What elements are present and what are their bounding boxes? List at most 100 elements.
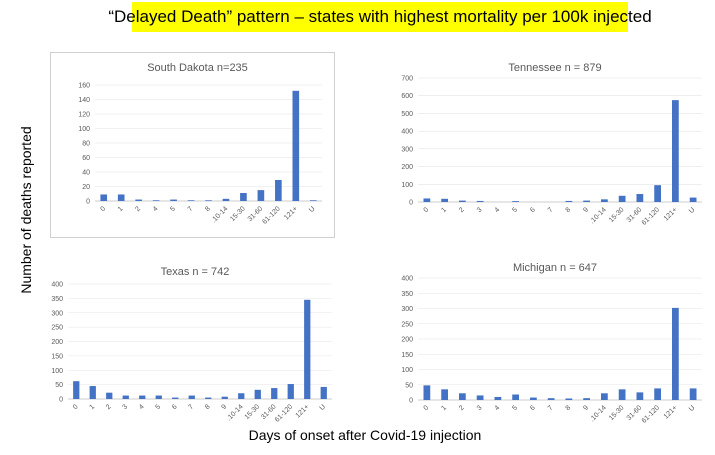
y-tick-label: 80 [82,141,90,148]
bar [459,200,466,202]
x-tick-label: 61-120 [261,205,281,225]
x-tick-label: 7 [187,205,195,213]
x-tick-label: .10-14 [210,205,229,224]
bar [155,395,162,399]
y-tick-label: 40 [82,170,90,177]
bar [601,393,608,400]
x-tick-label: 3 [121,403,129,411]
y-tick-label: 160 [78,83,90,90]
y-tick-label: 20 [82,184,90,191]
x-tick-label: 8 [565,404,573,412]
bar [689,388,697,400]
bar [275,179,282,201]
bar [238,393,245,399]
x-tick-label: 8 [204,205,212,213]
x-tick-label: 1 [117,205,125,213]
bar [205,200,212,201]
x-tick-label: 15-30 [229,205,247,223]
bar [476,395,484,400]
x-tick-label: 61-120 [274,403,294,423]
x-tick-label: U [319,403,328,412]
bar [257,190,265,201]
x-axis-label: Days of onset after Covid-19 injection [248,427,482,443]
y-tick-label: 120 [78,112,90,119]
south-dakota-chart-frame [50,52,335,238]
y-tick-label: 400 [401,276,413,283]
bar [106,392,113,399]
y-tick-label: 100 [401,182,413,189]
x-tick-label: 7 [547,404,555,412]
y-tick-label: 400 [401,129,413,136]
y-tick-label: 50 [405,382,413,389]
chart-title: Texas n = 742 [161,266,230,278]
x-tick-label: 0 [72,403,80,411]
bar [512,394,519,400]
bar [122,395,129,399]
bar [441,389,448,400]
x-tick-label: 0 [423,206,431,214]
bar [565,200,573,202]
x-tick-label: 121+ [663,206,679,222]
y-tick-label: 400 [51,282,63,289]
y-tick-label: 600 [401,93,413,100]
bar [583,200,590,202]
x-tick-label: 1 [88,403,96,411]
y-tick-label: 50 [55,382,63,389]
bar [459,393,466,400]
y-tick-label: 300 [401,146,413,153]
y-tick-label: 300 [51,310,63,317]
bar [547,398,555,400]
x-tick-label: 6 [529,404,537,412]
x-tick-label: 121+ [283,205,299,221]
bar [672,100,679,202]
y-tick-label: 250 [51,325,63,332]
bar [152,200,160,201]
bar [636,392,644,400]
bar [618,389,626,400]
bar [530,397,537,400]
chart-tennessee: Tennessee n = 879 0 100 200 300 400 500 600 700 0… [401,62,702,227]
bar [187,200,195,201]
x-tick-label: 2 [458,206,466,214]
chart-title: South Dakota n=235 [147,62,248,74]
x-tick-label: 2 [458,404,466,412]
x-tick-label: 1 [440,404,448,412]
bar [117,194,125,201]
x-tick-label: 121+ [295,403,311,419]
bar [689,197,697,202]
x-tick-label: 5 [154,403,162,411]
chart-title: Tennessee n = 879 [508,62,601,74]
y-axis-label: Number of deaths reported [18,126,34,294]
bar [423,385,431,400]
x-tick-label: 0 [99,205,107,213]
x-tick-label: 1 [440,206,448,214]
x-tick-label: 15-30 [244,403,262,421]
x-tick-label: 3 [476,206,484,214]
chart-south-dakota: South Dakota n=235 0 20 40 60 80 100 120 140 160 0… [78,62,322,226]
y-tick-label: 100 [401,367,413,374]
y-tick-label: 350 [51,296,63,303]
y-tick-label: 60 [82,155,90,162]
x-tick-label: .10-14 [226,403,245,422]
bar [89,386,96,399]
y-tick-label: 250 [401,321,413,328]
x-tick-label: 7 [547,206,555,214]
y-tick-label: 200 [401,164,413,171]
bar [654,185,661,202]
bar [135,199,142,201]
x-tick-label: 2 [134,205,142,213]
x-tick-label: 4 [494,404,502,412]
y-tick-label: 0 [86,199,90,206]
x-tick-label: 4 [494,206,502,214]
x-tick-label: 2 [105,403,113,411]
bar [309,200,317,201]
bar [672,307,679,400]
bar [494,396,502,400]
bar [512,201,519,202]
y-tick-label: 100 [51,368,63,375]
x-tick-label: 121+ [663,404,679,420]
bar [205,397,212,399]
y-tick-label: 200 [401,337,413,344]
bar [100,194,108,201]
